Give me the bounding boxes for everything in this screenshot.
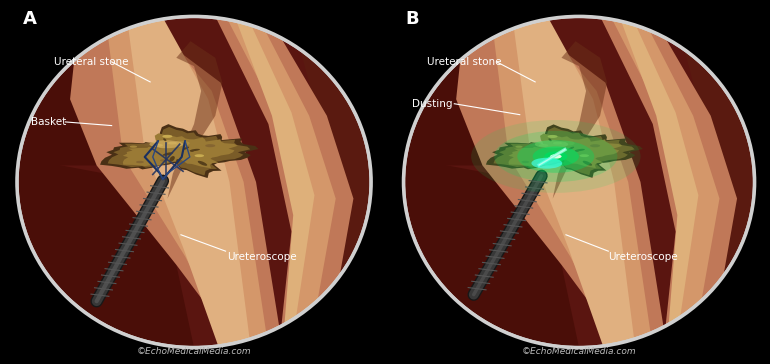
Ellipse shape <box>531 158 562 169</box>
Polygon shape <box>17 157 194 348</box>
Ellipse shape <box>162 135 172 138</box>
Polygon shape <box>486 124 643 178</box>
Ellipse shape <box>550 154 561 159</box>
Ellipse shape <box>561 159 564 163</box>
Ellipse shape <box>553 142 562 145</box>
Polygon shape <box>553 41 607 198</box>
Polygon shape <box>105 16 269 348</box>
Polygon shape <box>70 16 283 348</box>
Ellipse shape <box>590 144 600 147</box>
Ellipse shape <box>560 141 574 146</box>
Ellipse shape <box>183 147 189 150</box>
Ellipse shape <box>515 146 523 148</box>
Polygon shape <box>611 16 719 348</box>
Polygon shape <box>600 16 737 348</box>
Ellipse shape <box>529 143 541 146</box>
Text: B: B <box>406 10 420 28</box>
Ellipse shape <box>168 142 177 145</box>
Ellipse shape <box>149 140 183 148</box>
Ellipse shape <box>162 152 173 156</box>
Ellipse shape <box>163 138 166 141</box>
Polygon shape <box>675 16 755 348</box>
Ellipse shape <box>174 141 189 146</box>
Polygon shape <box>168 41 223 198</box>
Text: Ureteral stone: Ureteral stone <box>54 57 129 67</box>
Ellipse shape <box>17 16 371 348</box>
Polygon shape <box>226 16 336 348</box>
Polygon shape <box>100 124 259 178</box>
Polygon shape <box>216 16 353 348</box>
Ellipse shape <box>583 161 592 166</box>
Ellipse shape <box>136 161 144 163</box>
Text: Ureteroscope: Ureteroscope <box>608 252 678 262</box>
Ellipse shape <box>471 120 641 193</box>
Ellipse shape <box>545 159 553 162</box>
Ellipse shape <box>535 141 568 148</box>
Ellipse shape <box>494 131 618 182</box>
Polygon shape <box>127 16 251 348</box>
Polygon shape <box>403 157 579 348</box>
Text: Ureteral stone: Ureteral stone <box>427 57 502 67</box>
Polygon shape <box>491 16 653 348</box>
Ellipse shape <box>552 141 564 145</box>
Text: Basket: Basket <box>31 117 66 127</box>
Ellipse shape <box>554 156 560 162</box>
Polygon shape <box>235 16 314 348</box>
Polygon shape <box>17 16 185 165</box>
Ellipse shape <box>580 154 589 157</box>
Ellipse shape <box>548 138 551 141</box>
Ellipse shape <box>533 146 579 166</box>
Ellipse shape <box>176 159 179 163</box>
Polygon shape <box>456 16 667 348</box>
Ellipse shape <box>167 145 173 147</box>
Ellipse shape <box>189 149 200 151</box>
Ellipse shape <box>568 147 574 150</box>
Ellipse shape <box>195 154 204 157</box>
Text: Dusting: Dusting <box>412 99 453 109</box>
Ellipse shape <box>539 144 548 147</box>
Ellipse shape <box>205 144 216 147</box>
Ellipse shape <box>547 152 558 156</box>
Text: ©EchoMedicalMedia.com: ©EchoMedicalMedia.com <box>522 347 636 356</box>
Ellipse shape <box>130 146 137 148</box>
Text: Ureteroscope: Ureteroscope <box>227 252 296 262</box>
Polygon shape <box>619 16 698 348</box>
Ellipse shape <box>143 142 156 146</box>
Polygon shape <box>403 16 571 165</box>
Polygon shape <box>494 127 634 175</box>
Text: ©EchoMedicalMedia.com: ©EchoMedicalMedia.com <box>137 347 251 356</box>
Polygon shape <box>122 133 238 168</box>
Ellipse shape <box>403 16 755 348</box>
Ellipse shape <box>544 151 567 162</box>
Ellipse shape <box>160 159 168 162</box>
Ellipse shape <box>574 149 585 151</box>
Ellipse shape <box>521 161 529 163</box>
Text: A: A <box>23 10 37 28</box>
Polygon shape <box>292 16 371 348</box>
Ellipse shape <box>190 151 194 152</box>
Ellipse shape <box>547 135 557 138</box>
Polygon shape <box>512 16 635 348</box>
Ellipse shape <box>575 151 579 152</box>
Ellipse shape <box>169 156 175 162</box>
Ellipse shape <box>153 144 163 147</box>
Ellipse shape <box>198 161 207 166</box>
Polygon shape <box>108 127 250 175</box>
Ellipse shape <box>552 145 558 147</box>
Ellipse shape <box>517 140 594 173</box>
Ellipse shape <box>167 141 179 144</box>
Polygon shape <box>508 134 622 168</box>
